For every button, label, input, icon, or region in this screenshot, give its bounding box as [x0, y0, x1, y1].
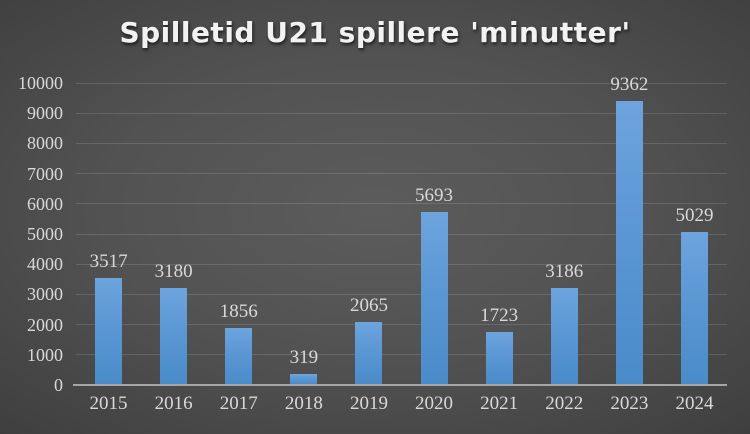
gridline	[76, 142, 727, 144]
value-label: 5029	[675, 205, 714, 227]
x-axis-tick-label: 2022	[545, 393, 584, 414]
value-label: 3186	[545, 260, 584, 282]
y-axis-tick-label: 8000	[27, 133, 63, 154]
gridline	[76, 203, 727, 205]
y-axis-tick-label: 5000	[27, 224, 63, 244]
x-axis-tick-label: 2024	[675, 393, 714, 414]
bar-2022	[550, 287, 578, 384]
value-label: 3517	[89, 250, 128, 272]
x-axis-tick-label: 2020	[415, 393, 454, 414]
bar-2021	[485, 331, 513, 384]
x-axis-tick-label: 2021	[480, 393, 519, 414]
gridline	[76, 82, 727, 84]
bar-2017	[225, 327, 253, 384]
y-axis-tick-label: 6000	[27, 193, 63, 214]
bar-2020	[420, 212, 448, 384]
bar-2018	[290, 374, 318, 384]
y-axis-tick-label: 9000	[27, 103, 63, 124]
x-axis-tick-label: 2019	[349, 393, 388, 414]
x-axis-line	[73, 384, 727, 386]
x-axis-tick-label: 2018	[284, 393, 323, 414]
gridline	[76, 263, 727, 265]
value-label: 319	[289, 347, 319, 369]
x-axis-tick-label: 2017	[219, 393, 258, 414]
gridline	[76, 112, 727, 114]
bar-2015	[95, 277, 123, 384]
gridline	[76, 233, 727, 235]
value-label: 9362	[610, 74, 649, 96]
y-axis-tick-label: 1000	[27, 344, 63, 365]
gridline	[76, 354, 727, 356]
y-axis-tick-label: 3000	[27, 284, 63, 305]
y-axis-tick-label: 7000	[27, 163, 63, 184]
y-axis-tick-label: 10000	[18, 73, 63, 93]
value-label: 3180	[154, 260, 193, 282]
y-axis-tick-label: 2000	[27, 314, 63, 335]
y-axis-tick-label: 0	[54, 375, 63, 395]
plot-area: 3517 3180 1856 319 2065 5693 1723 3186 9362 5029	[73, 74, 727, 386]
x-axis-tick-label: 2016	[154, 393, 193, 414]
x-axis-tick-label: 2023	[610, 393, 649, 414]
gridline	[76, 324, 727, 326]
value-label: 1856	[219, 300, 258, 322]
chart-title: Spilletid U21 spillere 'minutter'	[119, 16, 631, 49]
bar-2023	[615, 101, 643, 384]
value-label: 5693	[415, 185, 454, 207]
bar-2024	[680, 232, 708, 384]
value-label: 1723	[480, 304, 519, 326]
gridline	[76, 293, 727, 295]
value-label: 2065	[349, 294, 388, 316]
y-axis-tick-label: 4000	[27, 254, 63, 275]
bar-2019	[355, 321, 383, 384]
bar-2016	[160, 287, 188, 384]
gridline	[76, 173, 727, 175]
x-axis-tick-label: 2015	[89, 393, 128, 414]
